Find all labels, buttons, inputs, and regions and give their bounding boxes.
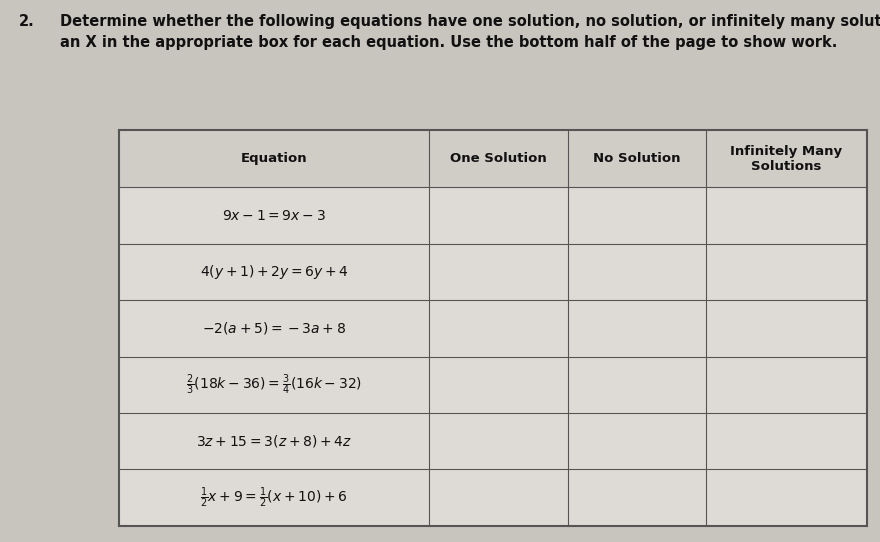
Text: No Solution: No Solution — [593, 152, 680, 165]
Text: Determine whether the following equations have one solution, no solution, or inf: Determine whether the following equation… — [60, 14, 880, 29]
Text: $\frac{1}{2}x + 9 = \frac{1}{2}(x + 10) + 6$: $\frac{1}{2}x + 9 = \frac{1}{2}(x + 10) … — [200, 486, 348, 509]
Text: $3z + 15 = 3(z + 8) + 4z$: $3z + 15 = 3(z + 8) + 4z$ — [196, 433, 352, 449]
Text: Infinitely Many
Solutions: Infinitely Many Solutions — [730, 145, 842, 173]
Text: $4(y + 1) + 2y = 6y + 4$: $4(y + 1) + 2y = 6y + 4$ — [200, 263, 348, 281]
Text: an X in the appropriate box for each equation. Use the bottom half of the page t: an X in the appropriate box for each equ… — [60, 35, 837, 50]
Text: $\frac{2}{3}(18k - 36) = \frac{3}{4}(16k - 32)$: $\frac{2}{3}(18k - 36) = \frac{3}{4}(16k… — [186, 372, 362, 397]
Text: $-2(a + 5) = -3a + 8$: $-2(a + 5) = -3a + 8$ — [202, 320, 346, 337]
Text: Equation: Equation — [241, 152, 307, 165]
Text: One Solution: One Solution — [450, 152, 546, 165]
Text: 2.: 2. — [19, 14, 35, 29]
Text: $9x - 1 = 9x - 3$: $9x - 1 = 9x - 3$ — [222, 209, 326, 223]
